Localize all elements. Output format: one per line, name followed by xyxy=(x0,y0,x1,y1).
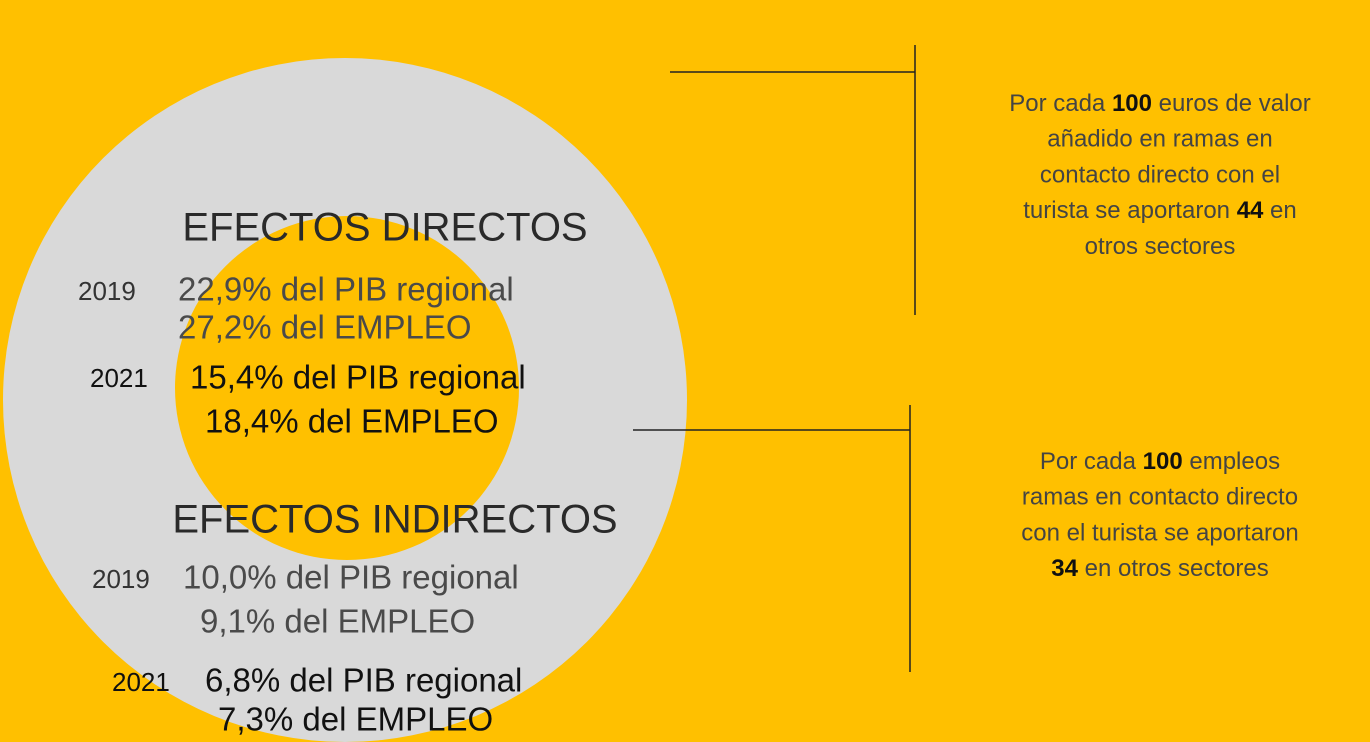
note-number: 34 xyxy=(1051,555,1078,582)
note-number: 44 xyxy=(1237,197,1264,224)
note-text: Por cada xyxy=(1040,448,1143,475)
year: 2021 xyxy=(112,667,170,697)
direct-title: EFECTOS DIRECTOS xyxy=(182,206,587,250)
empleo: 7,3% del EMPLEO xyxy=(218,701,493,738)
note-number: 100 xyxy=(1143,448,1183,475)
year: 2021 xyxy=(90,363,148,393)
note-line: Por cada 100 empleos xyxy=(1040,448,1280,475)
pib: 15,4% del PIB regional xyxy=(190,359,526,396)
empleo: 18,4% del EMPLEO xyxy=(205,403,499,440)
note-number: 100 xyxy=(1112,90,1152,117)
pib: 6,8% del PIB regional xyxy=(205,662,522,699)
note-text: euros de valor xyxy=(1152,90,1311,117)
note-text: en xyxy=(1263,197,1296,224)
note-line: 34 en otros sectores xyxy=(1051,555,1268,582)
inner-circle xyxy=(175,216,519,560)
note-text: contacto directo con el xyxy=(1040,162,1280,189)
pib: 22,9% del PIB regional xyxy=(178,271,514,308)
note-line: turista se aportaron 44 en xyxy=(1023,197,1297,224)
note-line: con el turista se aportaron xyxy=(1021,520,1299,547)
note-line: Por cada 100 euros de valor xyxy=(1009,90,1311,117)
note-text: empleos xyxy=(1183,448,1280,475)
note-line: ramas en contacto directo xyxy=(1022,484,1298,511)
indirect-title: EFECTOS INDIRECTOS xyxy=(172,498,617,542)
note-line: otros sectores xyxy=(1085,233,1236,260)
year: 2019 xyxy=(92,564,150,594)
empleo: 9,1% del EMPLEO xyxy=(200,603,475,640)
year: 2019 xyxy=(78,276,136,306)
note-text: otros sectores xyxy=(1085,233,1236,260)
note-text: en otros sectores xyxy=(1078,555,1269,582)
note-text: añadido en ramas en xyxy=(1047,126,1273,153)
note-text: con el turista se aportaron xyxy=(1021,520,1299,547)
note-line: añadido en ramas en xyxy=(1047,126,1273,153)
note-text: Por cada xyxy=(1009,90,1112,117)
pib: 10,0% del PIB regional xyxy=(183,559,519,596)
empleo: 27,2% del EMPLEO xyxy=(178,309,472,346)
note-line: contacto directo con el xyxy=(1040,162,1280,189)
note-text: turista se aportaron xyxy=(1023,197,1236,224)
note-text: ramas en contacto directo xyxy=(1022,484,1298,511)
